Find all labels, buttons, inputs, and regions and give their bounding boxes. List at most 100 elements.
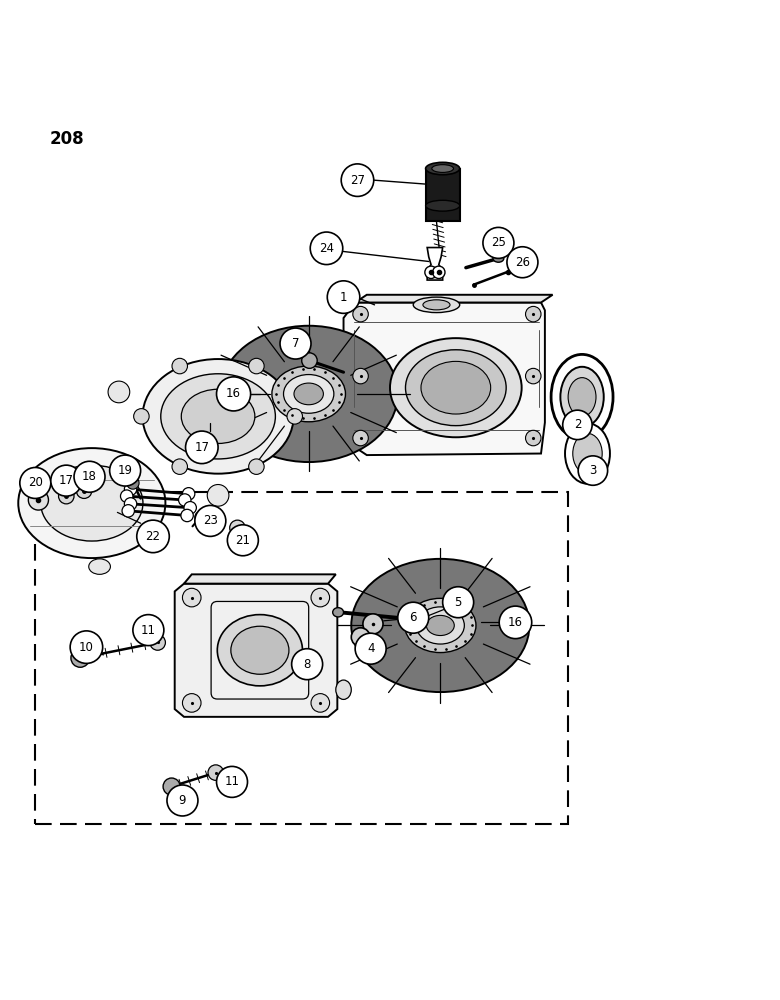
Ellipse shape (426, 162, 459, 175)
Ellipse shape (423, 300, 450, 310)
Ellipse shape (565, 423, 610, 484)
Polygon shape (427, 248, 443, 280)
Circle shape (133, 409, 149, 424)
Circle shape (307, 381, 328, 403)
Circle shape (20, 467, 51, 498)
Circle shape (287, 409, 303, 424)
Ellipse shape (294, 383, 324, 405)
Circle shape (227, 525, 258, 556)
Circle shape (172, 459, 187, 474)
Text: 16: 16 (226, 387, 241, 400)
Text: 11: 11 (225, 775, 239, 788)
Text: 2: 2 (573, 418, 581, 431)
Circle shape (311, 694, 330, 712)
Bar (426, 169, 459, 221)
Polygon shape (355, 295, 553, 303)
Text: 16: 16 (508, 616, 523, 629)
Ellipse shape (551, 354, 613, 440)
Circle shape (108, 381, 129, 403)
Text: 208: 208 (49, 130, 84, 148)
Text: 24: 24 (319, 242, 334, 255)
Circle shape (120, 490, 133, 502)
Circle shape (355, 633, 386, 664)
Circle shape (249, 459, 264, 474)
Circle shape (172, 358, 187, 374)
Circle shape (124, 483, 136, 495)
Ellipse shape (568, 378, 596, 416)
Text: 1: 1 (340, 291, 347, 304)
Circle shape (195, 512, 206, 522)
Ellipse shape (417, 607, 464, 644)
Circle shape (398, 602, 429, 633)
Circle shape (353, 430, 368, 446)
Text: 5: 5 (455, 596, 462, 609)
Ellipse shape (406, 350, 506, 426)
Text: 3: 3 (589, 464, 597, 477)
Ellipse shape (231, 626, 289, 674)
Circle shape (341, 164, 374, 196)
Circle shape (311, 588, 330, 607)
Ellipse shape (426, 200, 459, 211)
Circle shape (526, 430, 541, 446)
Circle shape (110, 455, 140, 486)
Ellipse shape (405, 598, 476, 653)
Text: 11: 11 (141, 624, 156, 637)
Circle shape (167, 785, 198, 816)
Circle shape (183, 694, 201, 712)
Circle shape (208, 765, 224, 780)
Text: 17: 17 (58, 474, 74, 487)
Ellipse shape (161, 374, 275, 459)
Circle shape (328, 281, 360, 313)
Circle shape (292, 649, 323, 680)
Ellipse shape (283, 375, 334, 413)
Circle shape (70, 631, 103, 663)
Text: 23: 23 (203, 514, 218, 527)
Text: 27: 27 (350, 174, 365, 187)
Circle shape (217, 766, 247, 797)
Circle shape (433, 266, 445, 279)
Ellipse shape (413, 297, 459, 313)
Text: 4: 4 (367, 642, 374, 655)
Text: 6: 6 (410, 611, 417, 624)
Circle shape (76, 483, 92, 498)
Ellipse shape (573, 433, 602, 474)
Circle shape (310, 232, 342, 265)
Ellipse shape (41, 465, 143, 541)
Circle shape (526, 368, 541, 384)
Circle shape (249, 358, 264, 374)
Circle shape (179, 494, 191, 506)
Circle shape (425, 266, 438, 279)
Circle shape (195, 505, 226, 536)
Ellipse shape (560, 367, 604, 427)
Ellipse shape (427, 615, 454, 636)
Circle shape (443, 587, 473, 618)
Polygon shape (184, 574, 335, 584)
Ellipse shape (181, 389, 255, 443)
Circle shape (483, 227, 514, 258)
Text: 18: 18 (82, 470, 97, 483)
Circle shape (122, 505, 134, 517)
Ellipse shape (89, 559, 111, 574)
Circle shape (74, 461, 105, 492)
Ellipse shape (218, 615, 303, 686)
Text: 26: 26 (515, 256, 530, 269)
Circle shape (163, 778, 180, 795)
Text: 20: 20 (28, 476, 43, 489)
Circle shape (499, 606, 532, 639)
Polygon shape (175, 584, 337, 717)
Circle shape (28, 490, 48, 510)
Circle shape (507, 247, 538, 278)
Circle shape (136, 520, 169, 553)
Circle shape (526, 306, 541, 322)
Ellipse shape (421, 361, 491, 414)
Circle shape (126, 477, 139, 489)
Text: 7: 7 (292, 337, 300, 350)
Circle shape (183, 488, 195, 500)
Ellipse shape (333, 608, 343, 617)
Text: 10: 10 (79, 641, 94, 654)
Circle shape (150, 635, 165, 650)
Text: 8: 8 (303, 658, 310, 671)
Text: 25: 25 (491, 236, 506, 249)
Bar (35, 492, 568, 824)
Circle shape (207, 485, 229, 506)
